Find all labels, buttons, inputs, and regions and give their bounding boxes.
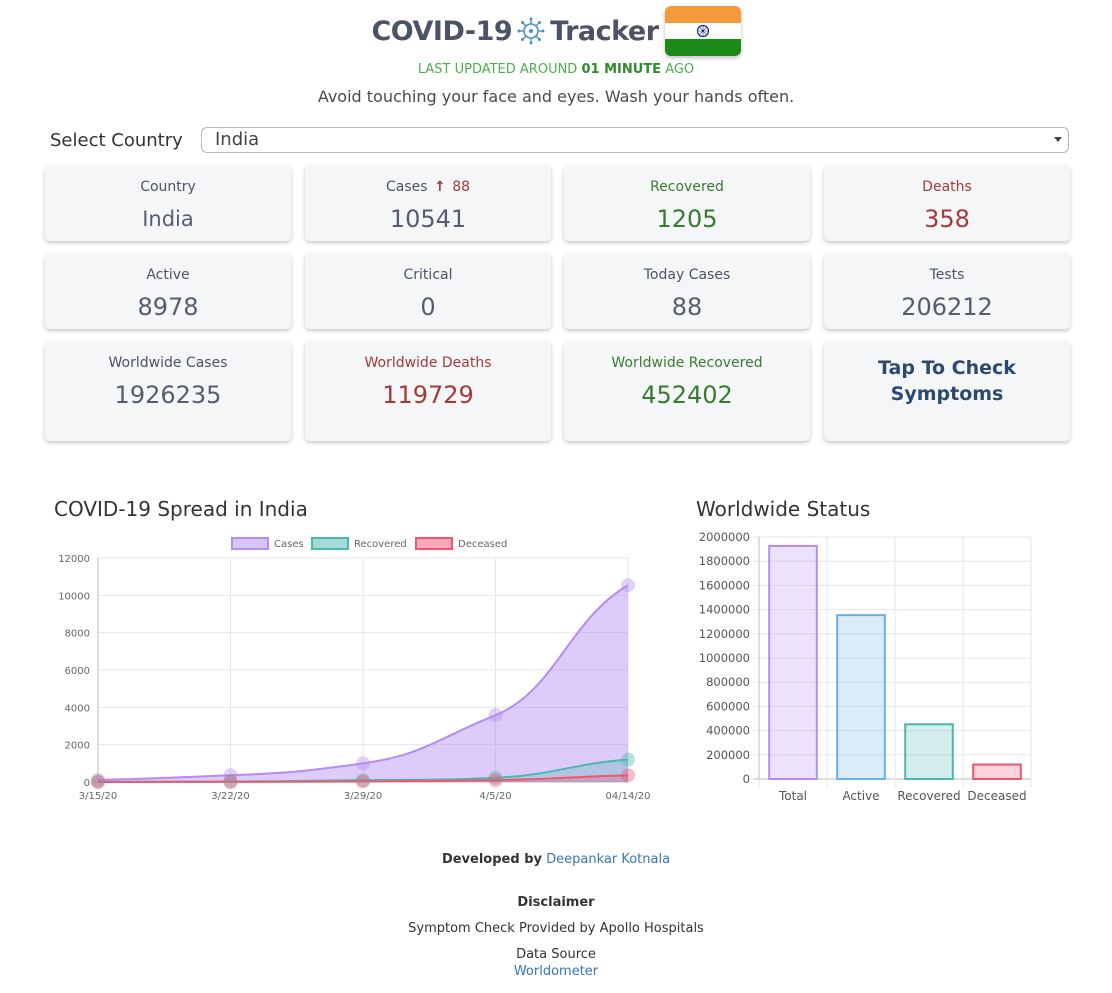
- y-tick-label: 10000: [58, 591, 90, 602]
- card-worldwide-recovered: Worldwide Recovered 452402: [564, 341, 810, 441]
- y-tick-label: 2000000: [699, 530, 750, 544]
- worldwide-chart: 0 200000 400000 600000 800000 1000000 1200000 1…: [699, 530, 1032, 803]
- y-tick-label: 4000: [65, 703, 90, 714]
- x-tick-label: Recovered: [897, 789, 960, 803]
- developer-link[interactable]: Deepankar Kotnala: [546, 852, 671, 867]
- card-cases: Cases ↑ 88 10541: [305, 165, 551, 241]
- data-point-deceased: [621, 768, 635, 783]
- data-point-recovered: [91, 774, 105, 789]
- y-tick-label: 6000: [65, 666, 90, 677]
- data-point-deceased: [488, 773, 503, 788]
- worldwide-chart-title: Worldwide Status: [696, 497, 871, 521]
- country-select-value: India: [215, 129, 260, 150]
- spread-chart: 0 2000 4000 6000 8000 10000 12000 3/15/20 3/22/2…: [58, 537, 651, 802]
- legend-label: Deceased: [458, 539, 507, 550]
- card-active: Active 8978: [45, 253, 291, 329]
- x-tick-label: 3/22/20: [211, 791, 250, 802]
- bar-deceased: [972, 763, 1022, 780]
- card-country: Country India: [45, 165, 291, 241]
- bar-active: [836, 614, 886, 781]
- ashoka-chakra-icon: [696, 24, 709, 38]
- y-tick-label: 1200000: [699, 627, 750, 641]
- advice-text: Avoid touching your face and eyes. Wash …: [317, 87, 795, 106]
- x-tick-label: Active: [842, 789, 879, 803]
- data-point-recovered: [488, 770, 503, 785]
- check-symptoms-button[interactable]: Tap To Check Symptoms: [824, 341, 1070, 441]
- india-flag-icon: [664, 6, 741, 56]
- app-title-right: Tracker: [550, 15, 659, 47]
- data-source-label: Data Source: [516, 947, 596, 962]
- data-source-link-wrap: Worldometer: [0, 964, 1112, 979]
- card-deaths: Deaths 358: [824, 165, 1070, 241]
- country-select[interactable]: India: [201, 127, 1069, 153]
- disclaimer-heading: Disclaimer: [517, 895, 595, 910]
- y-tick-label: 600000: [706, 699, 750, 713]
- y-tick-label: 0: [743, 772, 750, 786]
- select-country-label: Select Country: [50, 130, 183, 151]
- series-area-recovered: [98, 759, 628, 782]
- series-line-cases: [97, 584, 629, 781]
- series-area-cases: [98, 585, 628, 782]
- legend-swatch: [311, 537, 349, 550]
- x-tick-label: 04/14/20: [606, 791, 651, 802]
- data-point-cases: [223, 768, 238, 783]
- y-tick-label: 800000: [706, 675, 750, 689]
- symptom-check-credit: Symptom Check Provided by Apollo Hospita…: [408, 921, 704, 936]
- y-tick-label: 8000: [65, 629, 90, 640]
- y-tick-label: 2000: [65, 741, 90, 752]
- series-line-deceased: [97, 774, 629, 783]
- card-worldwide-cases: Worldwide Cases 1926235: [45, 341, 291, 441]
- y-tick-label: 1600000: [699, 578, 750, 592]
- legend-swatch: [231, 537, 269, 550]
- legend-swatch: [415, 537, 453, 550]
- legend-label: Recovered: [354, 539, 407, 550]
- last-updated: LAST UPDATED AROUND 01 MINUTE AGO: [417, 62, 695, 77]
- card-recovered: Recovered 1205: [564, 165, 810, 241]
- data-point-cases: [356, 756, 370, 771]
- x-tick-label: Total: [778, 789, 807, 803]
- x-tick-label: Deceased: [967, 789, 1026, 803]
- y-tick-label: 1000000: [699, 651, 750, 665]
- y-tick-label: 400000: [706, 724, 750, 738]
- y-tick-label: 12000: [58, 554, 90, 565]
- card-today-cases: Today Cases 88: [564, 253, 810, 329]
- card-tests: Tests 206212: [824, 253, 1070, 329]
- y-tick-label: 1400000: [699, 603, 750, 617]
- spread-chart-title: COVID-19 Spread in India: [54, 497, 308, 521]
- x-tick-label: 3/15/20: [79, 791, 118, 802]
- card-critical: Critical 0: [305, 253, 551, 329]
- data-point-cases: [621, 578, 635, 593]
- arrow-up-icon: ↑: [434, 179, 446, 195]
- bar-recovered: [904, 723, 954, 780]
- app-title-left: COVID-19: [371, 15, 513, 47]
- data-point-deceased: [223, 774, 238, 789]
- data-point-recovered: [223, 774, 238, 789]
- data-point-cases: [488, 708, 503, 723]
- card-worldwide-deaths: Worldwide Deaths 119729: [305, 341, 551, 441]
- y-tick-label: 200000: [706, 748, 750, 762]
- virus-icon: [517, 17, 545, 45]
- app-header: COVID-19 Tracker: [0, 6, 1112, 56]
- developed-by: Developed by Deepankar Kotnala: [441, 852, 671, 867]
- y-tick-label: 1800000: [699, 554, 750, 568]
- data-point-recovered: [356, 773, 370, 788]
- data-point-deceased: [91, 774, 105, 789]
- x-tick-label: 4/5/20: [479, 791, 511, 802]
- data-point-deceased: [356, 774, 370, 789]
- x-tick-label: 3/29/20: [344, 791, 383, 802]
- worldometer-link[interactable]: Worldometer: [513, 964, 599, 979]
- bar-total: [768, 544, 818, 780]
- data-point-recovered: [621, 752, 635, 767]
- legend-label: Cases: [274, 539, 304, 550]
- chevron-down-icon: [1054, 137, 1062, 142]
- data-point-cases: [91, 772, 105, 787]
- y-tick-label: 0: [84, 778, 90, 789]
